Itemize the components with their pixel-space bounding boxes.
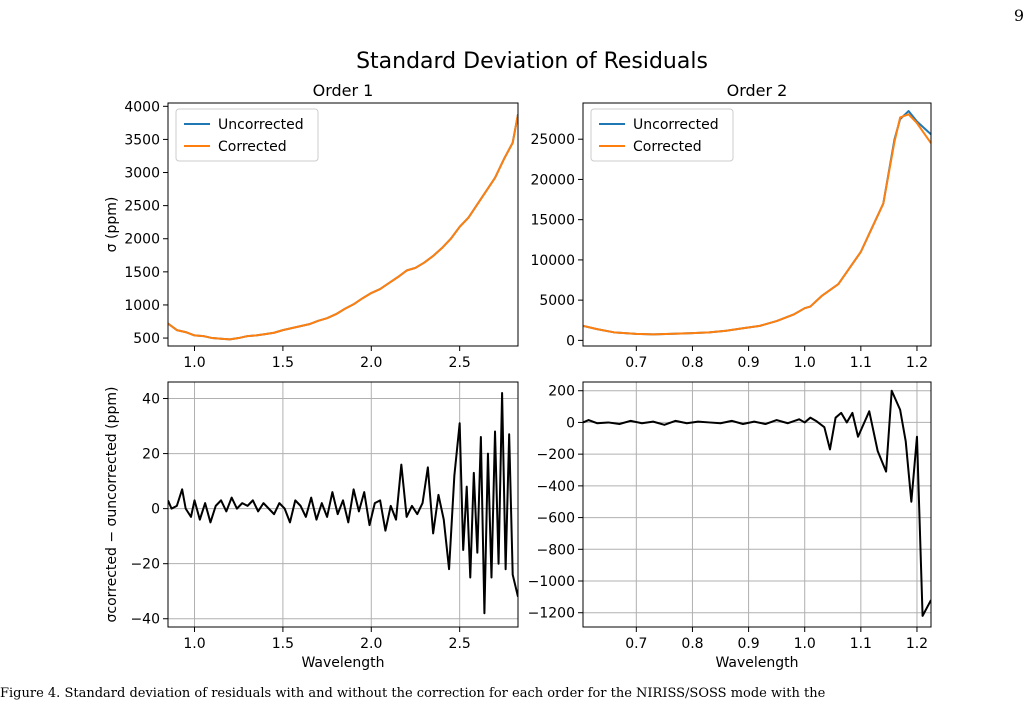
y-tick-label: 4000 [124, 99, 160, 115]
x-tick-label: 0.9 [737, 636, 759, 652]
order1-sigma-panel: 1.0 1.5 2.0 2.5 500 1000 1500 2000 2500 3000 3500 4… [104, 81, 519, 371]
x-tick-label: 0.9 [737, 355, 759, 371]
x-tick-label: 1.0 [794, 355, 816, 371]
x-tick-label: 1.2 [906, 355, 928, 371]
series-line-corrected [168, 114, 518, 341]
y-tick-label: −40 [130, 612, 160, 628]
figure: Standard Deviation of Residuals 1.0 1.5 2.… [104, 49, 932, 671]
axes-frame [167, 102, 519, 347]
legend: Uncorrected Corrected [175, 108, 319, 162]
y-tick-label: −1000 [528, 574, 575, 590]
difference-line [168, 392, 518, 615]
y-tick-label: 0 [151, 502, 160, 518]
y-tick-label: 3500 [124, 132, 160, 148]
y-tick-label: 200 [548, 384, 575, 400]
x-tick-label: 2.5 [449, 355, 471, 371]
x-tick-label: 1.0 [183, 355, 205, 371]
x-tick-label: 2.0 [360, 355, 382, 371]
axes-frame [582, 381, 932, 628]
y-tick-label: 20000 [530, 172, 575, 188]
x-tick-label: 0.8 [681, 355, 703, 371]
y-tick-label: 1500 [124, 265, 160, 281]
legend-entry: Uncorrected [218, 117, 304, 133]
y-tick-label: 2500 [124, 199, 160, 215]
y-tick-label: −20 [130, 557, 160, 573]
legend-box [175, 108, 319, 162]
legend-entry: Uncorrected [633, 117, 719, 133]
x-tick-label: 1.1 [850, 636, 872, 652]
x-tick-label: 0.7 [625, 636, 647, 652]
legend: Uncorrected Corrected [590, 108, 734, 162]
x-tick-label: 0.8 [681, 636, 703, 652]
x-tick-label: 1.1 [850, 355, 872, 371]
difference-line [583, 389, 931, 617]
y-tick-label: 500 [133, 331, 160, 347]
x-tick-label: 1.2 [906, 636, 928, 652]
order1-diff-panel: 1.0 1.5 2.0 2.5 −40 −20 0 20 40 Wavelength σcorrec… [104, 381, 519, 671]
subplot-title: Order 1 [313, 81, 374, 100]
subplot-title: Order 2 [727, 81, 788, 100]
x-tick-label: 2.0 [360, 636, 382, 652]
y-axis-label: σcorrected − σuncorrected (ppm) [104, 387, 120, 623]
y-tick-label: 20 [142, 447, 160, 463]
y-tick-label: 0 [566, 415, 575, 431]
y-tick-label: 15000 [530, 213, 575, 229]
page-number: 9 [1013, 6, 1024, 25]
y-tick-label: −400 [537, 479, 575, 495]
x-tick-label: 1.0 [183, 636, 205, 652]
x-tick-label: 1.5 [272, 355, 294, 371]
y-tick-label: −1200 [528, 606, 575, 622]
x-axis-label: Wavelength [715, 655, 798, 671]
x-tick-label: 1.0 [794, 636, 816, 652]
y-tick-label: 10000 [530, 253, 575, 269]
y-tick-label: 40 [142, 392, 160, 408]
axes-frame [167, 381, 519, 628]
y-tick-label: −200 [537, 447, 575, 463]
y-tick-label: 25000 [530, 132, 575, 148]
x-tick-label: 1.5 [272, 636, 294, 652]
order2-sigma-panel: 0.7 0.8 0.9 1.0 1.1 1.2 0 5000 10000 15000 20000 25… [530, 81, 932, 371]
legend-box [590, 108, 734, 162]
order2-diff-panel: 0.7 0.8 0.9 1.0 1.1 1.2 200 0 −200 −400 −600 −800 −1… [528, 381, 932, 671]
y-tick-label: 2000 [124, 232, 160, 248]
x-tick-label: 2.5 [449, 636, 471, 652]
y-tick-label: −600 [537, 511, 575, 527]
series-line-corrected [583, 113, 931, 336]
y-tick-label: 0 [566, 333, 575, 349]
y-tick-label: 3000 [124, 166, 160, 182]
y-axis-label: σ (ppm) [104, 197, 120, 253]
figure-caption: Figure 4. Standard deviation of residual… [0, 686, 826, 701]
y-tick-label: 5000 [539, 293, 575, 309]
legend-entry: Corrected [218, 139, 287, 155]
legend-entry: Corrected [633, 139, 702, 155]
y-tick-label: 1000 [124, 298, 160, 314]
x-axis-label: Wavelength [301, 655, 384, 671]
figure-suptitle: Standard Deviation of Residuals [356, 49, 708, 74]
axes-frame [582, 102, 932, 347]
x-tick-label: 0.7 [625, 355, 647, 371]
y-tick-label: −800 [537, 542, 575, 558]
